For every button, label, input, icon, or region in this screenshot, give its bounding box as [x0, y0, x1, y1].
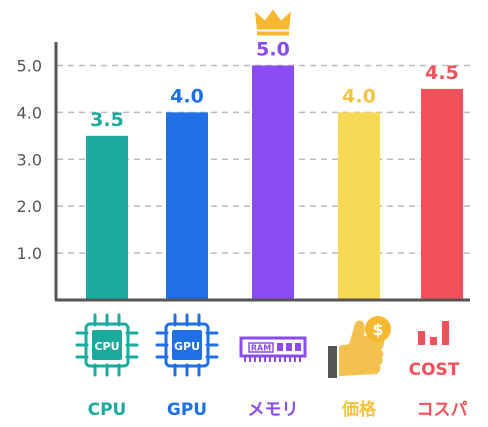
crown-icon [255, 9, 291, 36]
gpu-icon-text: GPU [174, 340, 200, 353]
bar [338, 112, 380, 300]
category-label: GPU [167, 400, 207, 420]
value-label: 4.5 [425, 62, 459, 84]
cpu-chip-icon: CPU [75, 313, 139, 377]
category-label: 価格 [341, 399, 377, 420]
gpu-chip-icon: GPU [155, 313, 219, 377]
bar [86, 135, 128, 300]
cost-icon-text: COST [409, 360, 460, 380]
category-label: メモリ [248, 400, 299, 420]
y-tick-label: 4.0 [17, 103, 42, 122]
bar [166, 112, 208, 300]
value-labels: 3.5 4.0 5.0 4.0 4.5 [90, 38, 459, 130]
ram-icon-text: RAM [251, 344, 271, 353]
category-labels: CPU GPU メモリ 価格 コスパ [88, 399, 468, 420]
value-label: 5.0 [256, 38, 290, 60]
ram-module-icon: RAM [239, 336, 307, 362]
bar [252, 65, 294, 300]
y-axis-ticks: 1.0 2.0 3.0 4.0 5.0 [17, 56, 42, 263]
cpu-icon-text: CPU [94, 340, 119, 353]
thumbs-up-coin-icon: $ [328, 316, 391, 378]
value-label: 3.5 [90, 109, 124, 131]
y-tick-label: 1.0 [17, 244, 42, 263]
crown-band [257, 31, 289, 36]
crown-shape [255, 9, 291, 30]
y-tick-label: 5.0 [17, 56, 42, 75]
category-label: CPU [88, 400, 127, 420]
bar [421, 88, 463, 300]
bars [86, 65, 463, 300]
category-label: コスパ [417, 400, 468, 420]
cost-bars-icon: COST [409, 321, 460, 380]
value-label: 4.0 [170, 85, 204, 107]
value-label: 4.0 [342, 85, 376, 107]
y-tick-label: 2.0 [17, 197, 42, 216]
y-tick-label: 3.0 [17, 150, 42, 169]
coin-symbol: $ [372, 320, 383, 339]
